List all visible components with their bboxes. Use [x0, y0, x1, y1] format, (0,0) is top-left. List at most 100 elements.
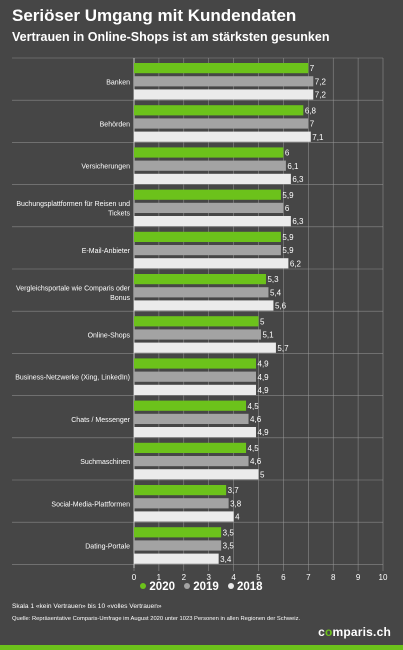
- x-tick-label: 5: [256, 573, 261, 582]
- category-label: Business-Netzwerke (Xing, LinkedIn): [15, 375, 130, 382]
- bar-2020: [134, 485, 227, 496]
- value-label-2019: 6,1: [287, 162, 299, 171]
- value-label-2020: 7: [310, 64, 315, 73]
- x-tick-label: 1: [157, 573, 162, 582]
- value-label-2019: 4,6: [250, 457, 262, 466]
- value-label-2020: 3,5: [223, 528, 235, 537]
- legend-label-2019: 2019: [193, 581, 219, 593]
- value-label-2020: 5,9: [282, 191, 294, 200]
- value-label-2019: 4,6: [250, 415, 262, 424]
- bar-2018: [134, 511, 234, 522]
- value-label-2018: 6,3: [292, 175, 304, 184]
- logo-prefix: c: [318, 625, 325, 639]
- bar-2018: [134, 469, 259, 480]
- x-tick-label: 8: [331, 573, 336, 582]
- chart-title: Seriöser Umgang mit Kundendaten: [12, 6, 297, 25]
- x-tick-label: 7: [306, 573, 311, 582]
- category-label: Social-Media-Plattformen: [51, 501, 130, 508]
- bar-2018: [134, 427, 257, 438]
- bar-2019: [134, 540, 222, 551]
- value-label-2019: 7: [310, 120, 315, 129]
- value-label-2019: 5,9: [282, 246, 294, 255]
- bar-2018: [134, 258, 289, 269]
- x-tick-label: 3: [206, 573, 211, 582]
- bar-2018: [134, 300, 274, 311]
- bar-2019: [134, 118, 309, 129]
- category-label: Buchungsplattformen für Reisen und: [16, 201, 130, 208]
- legend-item-2020: 2020: [140, 581, 175, 593]
- bar-2019: [134, 245, 281, 256]
- value-label-2020: 4,5: [248, 402, 260, 411]
- value-label-2018: 6,2: [290, 259, 302, 268]
- value-label-2020: 6: [285, 149, 290, 158]
- x-tick-label: 10: [379, 573, 388, 582]
- category-label: E-Mail-Anbieter: [82, 248, 131, 255]
- bar-2020: [134, 63, 309, 74]
- value-label-2018: 3,4: [220, 555, 232, 564]
- bar-2020: [134, 400, 247, 411]
- bar-2018: [134, 216, 291, 227]
- bar-2019: [134, 329, 261, 340]
- category-label: Tickets: [108, 211, 130, 218]
- comparis-logo: comparis.ch: [318, 625, 391, 639]
- x-tick-label: 4: [231, 573, 236, 582]
- value-label-2019: 3,8: [230, 499, 242, 508]
- bar-2020: [134, 316, 259, 327]
- bar-2018: [134, 384, 257, 395]
- value-label-2018: 7,2: [315, 91, 327, 100]
- category-label: Online-Shops: [88, 333, 131, 340]
- x-tick-label: 2: [182, 573, 187, 582]
- legend-item-2019: 2019: [184, 581, 219, 593]
- bar-2020: [134, 231, 281, 242]
- value-label-2018: 5,6: [275, 302, 287, 311]
- bar-2018: [134, 553, 219, 564]
- bar-2020: [134, 189, 281, 200]
- bar-2018: [134, 173, 291, 184]
- bar-2020: [134, 442, 247, 453]
- logo-dot: o: [324, 625, 333, 639]
- chart-subtitle: Vertrauen in Online-Shops ist am stärkst…: [12, 30, 330, 44]
- category-label: Bonus: [110, 295, 130, 302]
- source-note: Quelle: Repräsentative Comparis-Umfrage …: [12, 616, 301, 622]
- value-label-2018: 4: [235, 513, 240, 522]
- category-label: Dating-Portale: [85, 544, 130, 551]
- value-label-2018: 4,9: [258, 428, 270, 437]
- value-label-2020: 4,9: [258, 360, 270, 369]
- category-label: Banken: [106, 79, 130, 86]
- bar-2019: [134, 498, 229, 509]
- bar-2018: [134, 342, 276, 353]
- category-label: Versicherungen: [81, 164, 130, 171]
- bar-2019: [134, 456, 249, 467]
- category-label: Chats / Messenger: [71, 417, 130, 424]
- bar-2019: [134, 371, 257, 382]
- x-tick-label: 9: [356, 573, 361, 582]
- category-label: Suchmaschinen: [80, 459, 130, 466]
- value-label-2019: 4,9: [258, 373, 270, 382]
- category-label: Behörden: [100, 122, 130, 129]
- bar-2020: [134, 147, 284, 158]
- value-label-2019: 5,1: [262, 331, 274, 340]
- value-label-2018: 6,3: [292, 217, 304, 226]
- category-label: Vergleichsportale wie Comparis oder: [16, 286, 131, 293]
- value-label-2018: 5,7: [277, 344, 289, 353]
- brand-bar: [0, 645, 403, 650]
- value-label-2020: 5,3: [267, 275, 279, 284]
- bar-2018: [134, 89, 314, 100]
- bar-2020: [134, 358, 257, 369]
- value-label-2020: 5,9: [282, 233, 294, 242]
- legend-label-2018: 2018: [237, 581, 263, 593]
- scale-note: Skala 1 «kein Vertrauen» bis 10 «volles …: [12, 603, 162, 610]
- bar-2019: [134, 202, 284, 213]
- value-label-2020: 3,7: [228, 486, 240, 495]
- bar-2020: [134, 527, 222, 538]
- value-label-2018: 4,9: [258, 386, 270, 395]
- legend-swatch-2020: [140, 582, 147, 589]
- value-label-2019: 6: [285, 204, 290, 213]
- bar-2019: [134, 413, 249, 424]
- bar-2020: [134, 274, 266, 285]
- logo-suffix: mparis.ch: [332, 625, 391, 639]
- legend-item-2018: 2018: [228, 581, 263, 593]
- bar-2019: [134, 287, 269, 298]
- bar-2019: [134, 76, 314, 87]
